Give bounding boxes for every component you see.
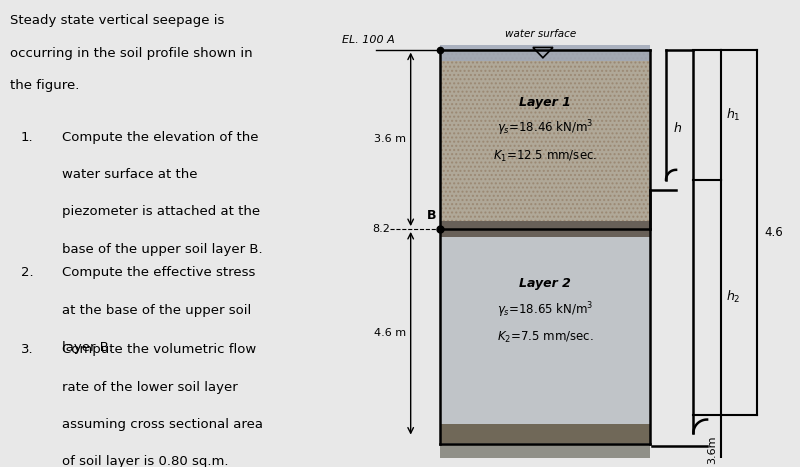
Text: $\gamma_s$=18.65 kN/m$^3$: $\gamma_s$=18.65 kN/m$^3$ [497, 300, 594, 320]
Bar [440, 424, 650, 444]
Text: at the base of the upper soil: at the base of the upper soil [62, 304, 251, 317]
Text: $K_2$=7.5 mm/sec.: $K_2$=7.5 mm/sec. [497, 330, 594, 345]
Text: Steady state vertical seepage is: Steady state vertical seepage is [10, 14, 225, 27]
Text: base of the upper soil layer B.: base of the upper soil layer B. [62, 243, 262, 256]
Text: 2.: 2. [21, 266, 34, 279]
Text: B: B [427, 209, 437, 222]
Text: 4.6 m: 4.6 m [374, 328, 406, 338]
Text: $K_1$=12.5 mm/sec.: $K_1$=12.5 mm/sec. [493, 149, 598, 163]
Text: water surface at the: water surface at the [62, 168, 198, 181]
Text: Compute the effective stress: Compute the effective stress [62, 266, 255, 279]
Bar [440, 45, 650, 61]
Bar [440, 50, 650, 229]
Bar [440, 221, 650, 237]
Text: Compute the volumetric flow: Compute the volumetric flow [62, 343, 256, 356]
Text: occurring in the soil profile shown in: occurring in the soil profile shown in [10, 47, 253, 60]
Text: water surface: water surface [505, 29, 576, 39]
Text: layer B.: layer B. [62, 341, 113, 354]
Text: 1.: 1. [21, 131, 34, 144]
Text: $h_2$: $h_2$ [726, 290, 741, 305]
Text: 8.2: 8.2 [372, 224, 390, 234]
Text: piezometer is attached at the: piezometer is attached at the [62, 205, 260, 219]
Text: Compute the elevation of the: Compute the elevation of the [62, 131, 258, 144]
Text: Layer 1: Layer 1 [519, 96, 571, 109]
Bar [440, 50, 650, 229]
Bar [440, 443, 650, 458]
Text: rate of the lower soil layer: rate of the lower soil layer [62, 381, 238, 394]
Text: $h_1$: $h_1$ [726, 106, 741, 123]
Text: $\gamma_s$=18.46 kN/m$^3$: $\gamma_s$=18.46 kN/m$^3$ [497, 119, 594, 138]
Text: 3.: 3. [21, 343, 34, 356]
Text: 3.6 m: 3.6 m [374, 134, 406, 144]
Text: 4.6: 4.6 [764, 226, 783, 239]
Text: $h$: $h$ [673, 121, 682, 135]
Text: 3.6m: 3.6m [707, 436, 717, 464]
Text: of soil layer is 0.80 sq.m.: of soil layer is 0.80 sq.m. [62, 455, 229, 467]
Text: assuming cross sectional area: assuming cross sectional area [62, 418, 263, 431]
Text: EL. 100 A: EL. 100 A [342, 35, 395, 45]
Text: the figure.: the figure. [10, 79, 80, 92]
Bar [440, 237, 650, 429]
Text: Layer 2: Layer 2 [519, 277, 571, 290]
